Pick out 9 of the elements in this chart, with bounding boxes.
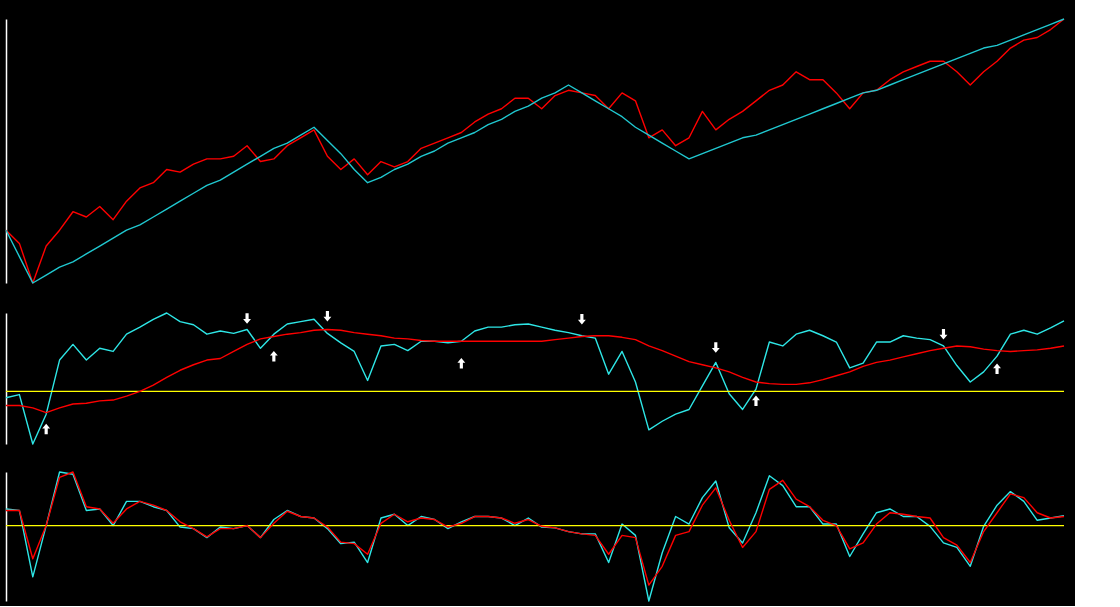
- point: [323, 310, 332, 322]
- point: [243, 313, 251, 324]
- point: [993, 363, 1001, 374]
- point: [711, 342, 720, 353]
- point: [577, 314, 586, 325]
- point: [269, 350, 278, 362]
- point: [42, 423, 51, 435]
- point: [939, 328, 948, 340]
- point: [457, 357, 466, 369]
